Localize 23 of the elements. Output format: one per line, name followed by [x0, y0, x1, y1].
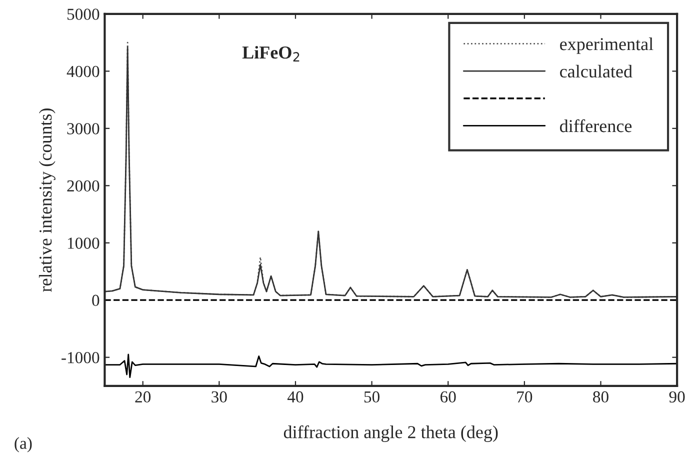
y-tick-label: 1000: [68, 238, 100, 249]
x-tick-label: 30: [212, 391, 227, 403]
legend-label: experimental: [560, 38, 654, 54]
legend-label: calculated: [560, 64, 632, 78]
x-tick-label: 20: [135, 391, 151, 403]
y-axis-title: relative intensity (counts): [38, 108, 56, 292]
text: (a): [14, 437, 32, 452]
line-series: [104, 354, 678, 378]
y-tick-label: -1000: [62, 352, 100, 364]
x-tick-label: 60: [440, 391, 456, 403]
x-tick-label: 40: [287, 391, 304, 403]
x-tick-label: 90: [669, 391, 685, 403]
legend-label: difference: [560, 119, 632, 132]
x-axis-title: diffraction angle 2 theta (deg): [284, 425, 498, 442]
y-tick-label: 3000: [67, 123, 100, 134]
x-tick-label: 70: [517, 391, 532, 403]
y-tick-label: 2000: [67, 180, 100, 192]
y-tick-label: 0: [92, 294, 100, 306]
y-tick-label: 4000: [66, 66, 100, 78]
x-tick-label: 80: [593, 391, 608, 403]
y-tick-label: 5000: [67, 8, 100, 20]
annotation: LiFeO$_{2}$: [242, 46, 300, 62]
x-tick-label: 50: [364, 391, 380, 403]
